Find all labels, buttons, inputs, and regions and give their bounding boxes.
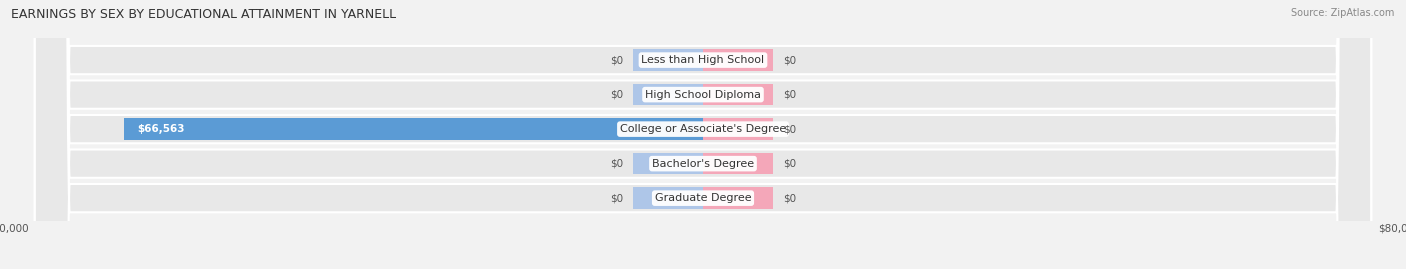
Text: High School Diploma: High School Diploma xyxy=(645,90,761,100)
FancyBboxPatch shape xyxy=(35,0,1371,269)
Text: $0: $0 xyxy=(783,159,796,169)
FancyBboxPatch shape xyxy=(35,0,1371,269)
Bar xyxy=(703,84,773,105)
Text: $0: $0 xyxy=(783,90,796,100)
Bar xyxy=(633,84,703,105)
Text: Source: ZipAtlas.com: Source: ZipAtlas.com xyxy=(1291,8,1395,18)
Text: Bachelor's Degree: Bachelor's Degree xyxy=(652,159,754,169)
Text: $0: $0 xyxy=(610,55,623,65)
Bar xyxy=(703,49,773,71)
Text: $0: $0 xyxy=(783,55,796,65)
Text: Graduate Degree: Graduate Degree xyxy=(655,193,751,203)
Text: College or Associate's Degree: College or Associate's Degree xyxy=(620,124,786,134)
Text: $66,563: $66,563 xyxy=(136,124,184,134)
FancyBboxPatch shape xyxy=(35,0,1371,269)
Bar xyxy=(633,49,703,71)
Text: $0: $0 xyxy=(610,90,623,100)
Text: Less than High School: Less than High School xyxy=(641,55,765,65)
FancyBboxPatch shape xyxy=(35,0,1371,269)
Text: $0: $0 xyxy=(610,193,623,203)
Text: $0: $0 xyxy=(610,159,623,169)
FancyBboxPatch shape xyxy=(35,0,1371,269)
Bar xyxy=(703,153,773,174)
Bar xyxy=(633,153,703,174)
Bar xyxy=(633,187,703,209)
Text: EARNINGS BY SEX BY EDUCATIONAL ATTAINMENT IN YARNELL: EARNINGS BY SEX BY EDUCATIONAL ATTAINMEN… xyxy=(11,8,396,21)
Text: $0: $0 xyxy=(783,124,796,134)
Bar xyxy=(124,118,703,140)
Bar xyxy=(703,118,773,140)
Text: $0: $0 xyxy=(783,193,796,203)
Bar xyxy=(703,187,773,209)
